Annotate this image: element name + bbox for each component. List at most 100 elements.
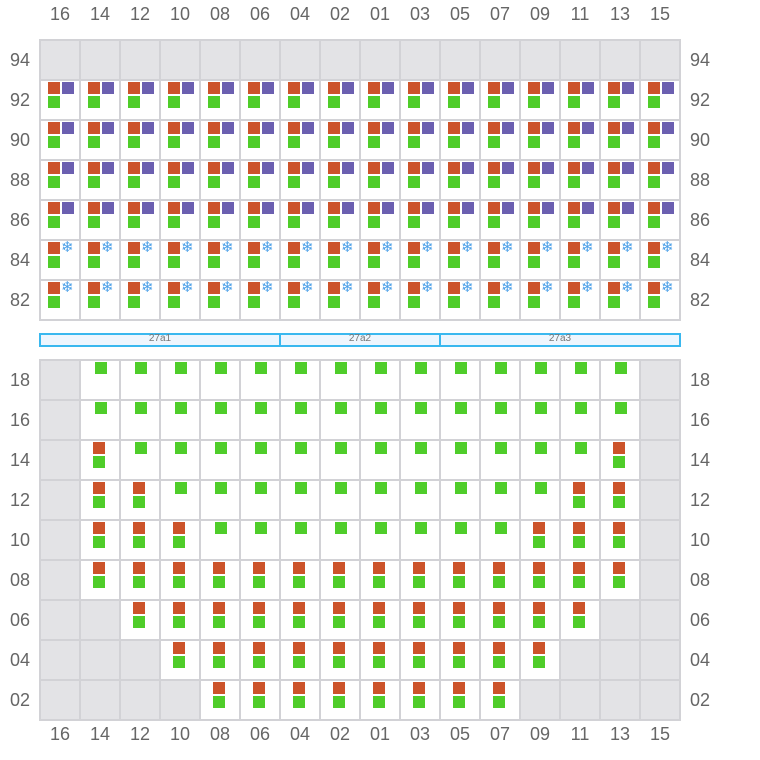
seat-cell[interactable] xyxy=(321,401,359,439)
seat-cell[interactable] xyxy=(601,161,639,199)
seat-cell[interactable] xyxy=(201,481,239,519)
seat-cell[interactable] xyxy=(41,201,79,239)
seat-cell[interactable] xyxy=(81,481,119,519)
seat-cell[interactable] xyxy=(481,561,519,599)
seat-cell[interactable] xyxy=(641,201,679,239)
seat-cell[interactable] xyxy=(321,601,359,639)
seat-cell[interactable] xyxy=(201,161,239,199)
seat-cell[interactable] xyxy=(361,561,399,599)
seat-cell[interactable] xyxy=(281,601,319,639)
seat-cell[interactable] xyxy=(201,401,239,439)
seat-cell[interactable] xyxy=(121,521,159,559)
seat-cell[interactable] xyxy=(81,161,119,199)
seat-cell[interactable] xyxy=(201,81,239,119)
seat-cell[interactable] xyxy=(161,521,199,559)
seat-cell[interactable] xyxy=(521,121,559,159)
seat-cell[interactable] xyxy=(441,441,479,479)
seat-cell[interactable] xyxy=(361,161,399,199)
seat-cell[interactable] xyxy=(441,561,479,599)
seat-cell[interactable] xyxy=(361,601,399,639)
seat-cell[interactable]: ❄ xyxy=(361,240,399,279)
seat-cell[interactable]: ❄ xyxy=(241,280,279,319)
seat-cell[interactable] xyxy=(401,441,439,479)
seat-cell[interactable] xyxy=(281,81,319,119)
seat-cell[interactable] xyxy=(81,81,119,119)
seat-cell[interactable]: ❄ xyxy=(281,280,319,319)
seat-cell[interactable]: ❄ xyxy=(521,280,559,319)
seat-cell[interactable] xyxy=(361,81,399,119)
seat-cell[interactable]: ❄ xyxy=(81,280,119,319)
seat-cell[interactable]: ❄ xyxy=(441,240,479,279)
zone-band[interactable]: 27a2 xyxy=(279,333,441,347)
seat-cell[interactable] xyxy=(241,441,279,479)
seat-cell[interactable] xyxy=(561,361,599,399)
seat-cell[interactable] xyxy=(361,441,399,479)
seat-cell[interactable] xyxy=(161,601,199,639)
seat-cell[interactable]: ❄ xyxy=(201,240,239,279)
seat-cell[interactable] xyxy=(401,481,439,519)
seat-cell[interactable] xyxy=(641,81,679,119)
seat-cell[interactable] xyxy=(41,161,79,199)
seat-cell[interactable] xyxy=(481,81,519,119)
seat-cell[interactable] xyxy=(561,401,599,439)
seat-cell[interactable] xyxy=(561,81,599,119)
seat-cell[interactable] xyxy=(201,641,239,679)
seat-cell[interactable]: ❄ xyxy=(321,280,359,319)
seat-cell[interactable] xyxy=(481,521,519,559)
seat-cell[interactable] xyxy=(201,681,239,719)
seat-cell[interactable] xyxy=(521,441,559,479)
seat-cell[interactable] xyxy=(441,361,479,399)
seat-cell[interactable] xyxy=(521,601,559,639)
seat-cell[interactable] xyxy=(241,361,279,399)
seat-cell[interactable] xyxy=(81,401,119,439)
seat-cell[interactable] xyxy=(441,481,479,519)
seat-cell[interactable] xyxy=(481,601,519,639)
seat-cell[interactable] xyxy=(361,521,399,559)
seat-cell[interactable] xyxy=(401,401,439,439)
seat-cell[interactable] xyxy=(481,201,519,239)
seat-cell[interactable] xyxy=(401,161,439,199)
seat-cell[interactable]: ❄ xyxy=(481,280,519,319)
seat-cell[interactable] xyxy=(121,121,159,159)
seat-cell[interactable] xyxy=(521,561,559,599)
seat-cell[interactable] xyxy=(401,681,439,719)
seat-cell[interactable]: ❄ xyxy=(121,280,159,319)
seat-cell[interactable] xyxy=(361,681,399,719)
seat-cell[interactable] xyxy=(481,401,519,439)
seat-cell[interactable] xyxy=(321,361,359,399)
seat-cell[interactable] xyxy=(601,521,639,559)
seat-cell[interactable] xyxy=(161,201,199,239)
seat-cell[interactable] xyxy=(241,161,279,199)
seat-cell[interactable] xyxy=(161,161,199,199)
seat-cell[interactable] xyxy=(241,481,279,519)
seat-cell[interactable]: ❄ xyxy=(561,280,599,319)
seat-cell[interactable] xyxy=(81,441,119,479)
seat-cell[interactable] xyxy=(81,521,119,559)
seat-cell[interactable] xyxy=(321,521,359,559)
seat-cell[interactable] xyxy=(601,81,639,119)
seat-cell[interactable] xyxy=(521,81,559,119)
seat-cell[interactable] xyxy=(281,641,319,679)
seat-cell[interactable] xyxy=(361,121,399,159)
seat-cell[interactable] xyxy=(201,361,239,399)
seat-cell[interactable] xyxy=(521,481,559,519)
seat-cell[interactable] xyxy=(201,561,239,599)
seat-cell[interactable] xyxy=(481,161,519,199)
seat-cell[interactable]: ❄ xyxy=(241,240,279,279)
seat-cell[interactable]: ❄ xyxy=(121,240,159,279)
seat-cell[interactable] xyxy=(161,81,199,119)
seat-cell[interactable]: ❄ xyxy=(161,280,199,319)
seat-cell[interactable] xyxy=(281,441,319,479)
seat-cell[interactable] xyxy=(521,641,559,679)
seat-cell[interactable] xyxy=(561,201,599,239)
seat-cell[interactable]: ❄ xyxy=(641,240,679,279)
zone-band[interactable]: 27a1 xyxy=(39,333,281,347)
seat-cell[interactable] xyxy=(521,401,559,439)
seat-cell[interactable] xyxy=(441,121,479,159)
seat-cell[interactable] xyxy=(361,201,399,239)
seat-cell[interactable] xyxy=(241,121,279,159)
seat-cell[interactable] xyxy=(81,201,119,239)
seat-cell[interactable] xyxy=(241,601,279,639)
seat-cell[interactable] xyxy=(121,481,159,519)
seat-cell[interactable] xyxy=(401,201,439,239)
